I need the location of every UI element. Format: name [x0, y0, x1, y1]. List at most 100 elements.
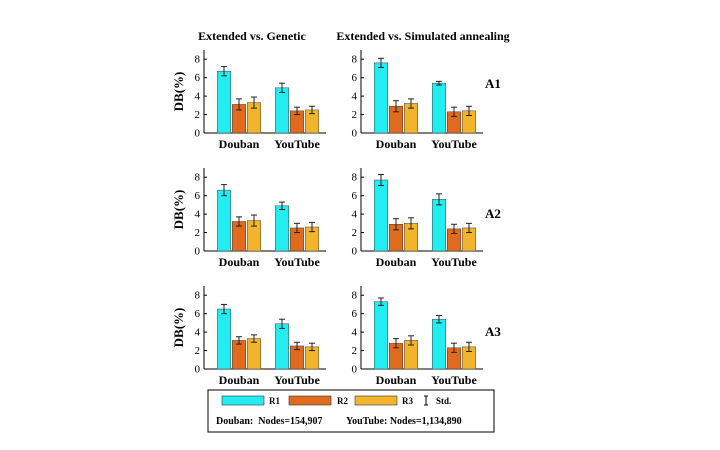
error-bar-r1-youtube	[436, 315, 442, 324]
x-tick-label-douban: Douban	[219, 137, 260, 151]
chart-panel-A3-genetic: 0 2 4 6 8 DB(%) Douban YouTube	[171, 286, 326, 387]
y-axis-label: DB(%)	[171, 308, 186, 348]
y-tick-label: 4	[195, 327, 201, 339]
error-bar-r1-youtube	[436, 80, 442, 86]
error-bar-r3-youtube	[466, 341, 472, 352]
row-label-a2: A2	[485, 206, 501, 221]
std-icon	[424, 395, 428, 406]
error-bar-r3-douban	[251, 334, 257, 343]
x-tick-label-youtube: YouTube	[274, 255, 320, 269]
chart-panel-A2-annealing: 0 2 4 6 8 Douban YouTube	[352, 168, 483, 269]
error-bar-r3-douban	[408, 217, 414, 230]
error-bar-r2-douban	[393, 100, 399, 113]
y-tick-label: 0	[352, 364, 358, 376]
legend-swatch-r3	[354, 395, 398, 406]
y-tick-label: 2	[195, 227, 201, 239]
error-bar-r2-youtube	[451, 223, 457, 234]
error-bar-r2-douban	[236, 336, 242, 345]
error-bar-r3-youtube	[309, 221, 315, 233]
y-tick-label: 4	[195, 91, 201, 103]
douban-nodes-note: Douban: Nodes=154,907	[216, 416, 323, 427]
y-tick-label: 6	[352, 308, 358, 320]
error-bar-r3-youtube	[466, 222, 472, 234]
x-tick-label-douban: Douban	[376, 373, 417, 387]
error-bar-r3-douban	[251, 96, 257, 109]
bar-r1-douban	[374, 179, 388, 252]
error-bar-r3-youtube	[309, 342, 315, 352]
error-bar-r1-douban	[221, 66, 227, 77]
y-tick-label: 0	[352, 246, 358, 258]
error-bar-r1-douban	[378, 57, 384, 69]
y-tick-label: 8	[352, 290, 358, 302]
x-tick-label-youtube: YouTube	[274, 373, 320, 387]
x-tick-label-douban: Douban	[219, 255, 260, 269]
x-tick-label-youtube: YouTube	[431, 137, 477, 151]
x-tick-label-youtube: YouTube	[431, 255, 477, 269]
error-bar-r1-douban	[378, 297, 384, 306]
legend-swatch-r1	[221, 395, 265, 406]
error-bar-r1-douban	[378, 173, 384, 187]
error-bar-r1-youtube	[279, 201, 285, 210]
legend-label-std: Std.	[436, 396, 451, 406]
error-bar-r1-douban	[221, 303, 227, 315]
row-label-a1: A1	[485, 76, 501, 91]
x-tick-label-youtube: YouTube	[274, 137, 320, 151]
error-bar-r1-youtube	[279, 318, 285, 329]
chart-panel-A3-annealing: 0 2 4 6 8 Douban YouTube	[352, 286, 483, 387]
x-tick-label-youtube: YouTube	[431, 373, 477, 387]
error-bar-r1-douban	[221, 184, 227, 197]
x-tick-label-douban: Douban	[219, 373, 260, 387]
youtube-nodes-note: YouTube: Nodes=1,134,890	[346, 416, 462, 427]
error-bar-r2-douban	[236, 216, 242, 227]
error-bar-r3-douban	[408, 98, 414, 109]
y-axis-label: DB(%)	[171, 72, 186, 112]
column-title-annealing: Extended vs. Simulated annealing	[336, 29, 509, 43]
column-title-genetic: Extended vs. Genetic	[198, 29, 306, 43]
error-bar-r1-youtube	[279, 82, 285, 93]
error-bar-r3-douban	[408, 335, 414, 346]
bar-r2-douban	[232, 340, 246, 370]
error-bar-r2-youtube	[294, 222, 300, 234]
bar-r1-douban	[374, 301, 388, 370]
y-tick-label: 2	[195, 109, 201, 121]
y-tick-label: 4	[352, 327, 358, 339]
y-axis-label: DB(%)	[171, 190, 186, 230]
legend-frame	[207, 389, 495, 433]
y-tick-label: 4	[195, 209, 201, 221]
x-tick-label-douban: Douban	[376, 137, 417, 151]
legend-swatch-r2	[288, 395, 332, 406]
chart-panel-A1-annealing: 0 2 4 6 8 Douban YouTube	[352, 50, 483, 151]
y-tick-label: 0	[195, 128, 201, 140]
error-bar-r2-youtube	[451, 342, 457, 353]
error-bar-r3-youtube	[309, 105, 315, 115]
y-tick-label: 6	[352, 190, 358, 202]
error-bar-r2-douban	[393, 338, 399, 349]
error-bar-r2-youtube	[294, 341, 300, 351]
error-bar-r2-douban	[393, 218, 399, 231]
x-tick-label-douban: Douban	[376, 255, 417, 269]
bar-r1-youtube	[432, 82, 446, 134]
bar-r1-youtube	[432, 318, 446, 370]
y-tick-label: 6	[195, 308, 201, 320]
legend-label-r1: R1	[269, 396, 280, 406]
y-tick-label: 6	[352, 72, 358, 84]
bar-r1-youtube	[432, 199, 446, 252]
y-tick-label: 8	[195, 290, 201, 302]
y-tick-label: 6	[195, 72, 201, 84]
error-bar-r2-youtube	[294, 106, 300, 116]
legend: R1 R2 R3 Std. Douban: Nodes=154,907 YouT…	[207, 389, 495, 433]
chart-panel-A2-genetic: 0 2 4 6 8 DB(%) Douban YouTube	[171, 168, 326, 269]
y-tick-label: 8	[352, 54, 358, 66]
y-tick-label: 6	[195, 190, 201, 202]
bar-r1-youtube	[275, 87, 289, 134]
y-tick-label: 8	[195, 54, 201, 66]
error-bar-r2-douban	[236, 98, 242, 111]
bar-r1-youtube	[275, 323, 289, 370]
bar-r1-douban	[217, 70, 231, 134]
y-tick-label: 0	[352, 128, 358, 140]
error-bar-r3-youtube	[466, 105, 472, 116]
y-tick-label: 2	[195, 345, 201, 357]
bar-r1-youtube	[275, 205, 289, 252]
bar-r1-douban	[374, 62, 388, 134]
